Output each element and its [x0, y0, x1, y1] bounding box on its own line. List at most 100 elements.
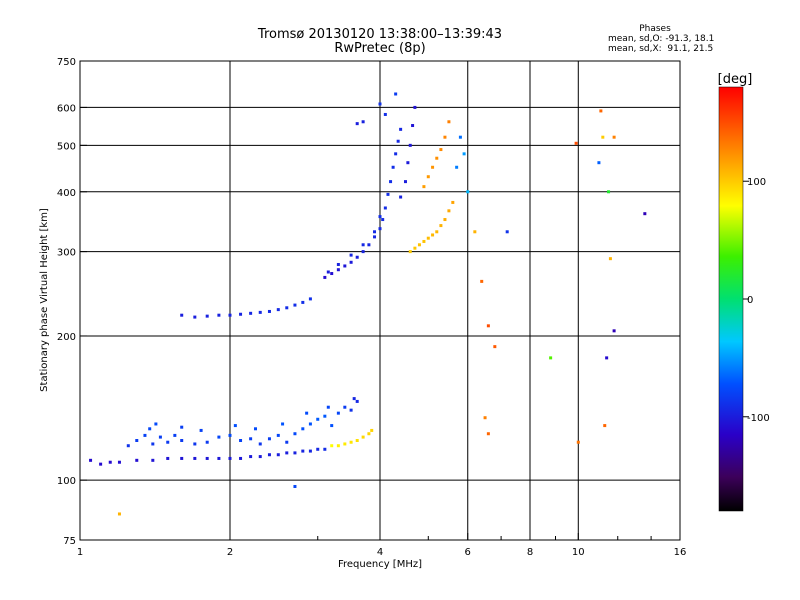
data-point: [378, 102, 382, 106]
data-point: [267, 309, 271, 313]
data-point: [422, 239, 426, 243]
data-point: [336, 411, 340, 415]
data-point: [426, 175, 430, 179]
data-point: [411, 124, 415, 128]
data-point: [330, 272, 334, 276]
data-point: [305, 411, 309, 415]
data-point: [173, 433, 177, 437]
data-point: [135, 458, 139, 462]
data-point: [378, 215, 382, 219]
data-point: [367, 432, 371, 436]
data-point: [505, 230, 509, 234]
data-point: [406, 161, 410, 165]
data-point: [143, 433, 147, 437]
y-tick-label: 400: [57, 188, 76, 199]
data-point: [281, 422, 285, 426]
colorbar-tick-label: 0: [747, 295, 753, 306]
data-point: [413, 246, 417, 250]
data-point: [361, 435, 365, 439]
data-point: [117, 512, 121, 516]
data-point: [373, 230, 377, 234]
data-point: [323, 414, 327, 418]
data-point: [612, 329, 616, 333]
data-point: [361, 243, 365, 247]
data-point: [293, 484, 297, 488]
y-tick-label: 750: [57, 57, 76, 68]
data-point: [349, 408, 353, 412]
data-point: [253, 427, 257, 431]
data-point: [323, 447, 327, 451]
data-point: [403, 180, 407, 184]
data-point: [285, 440, 289, 444]
y-tick-label: 75: [63, 536, 76, 547]
data-point: [483, 416, 487, 420]
colorbar: [719, 87, 743, 511]
data-point: [249, 437, 253, 441]
data-point: [166, 440, 170, 444]
data-point: [601, 135, 605, 139]
data-point: [396, 139, 400, 143]
data-point: [343, 405, 347, 409]
phase-stat-o: mean, sd,O: -91.3, 18.1: [608, 34, 715, 44]
data-point: [349, 253, 353, 257]
data-point: [89, 458, 93, 462]
data-point: [276, 453, 280, 457]
chart-title-line-1: Tromsø 20130120 13:38:00–13:39:43: [257, 27, 503, 42]
data-point: [193, 442, 197, 446]
data-point: [217, 435, 221, 439]
data-point: [549, 356, 553, 360]
data-point: [431, 233, 435, 237]
data-point: [381, 218, 385, 222]
data-point: [151, 442, 155, 446]
data-point: [574, 141, 578, 145]
data-point: [293, 432, 297, 436]
data-point: [386, 192, 390, 196]
data-point: [267, 453, 271, 457]
data-point: [233, 424, 237, 428]
y-tick-label: 200: [57, 332, 76, 343]
data-point: [205, 314, 209, 318]
data-point: [99, 462, 103, 466]
data-point: [413, 105, 417, 109]
data-point: [605, 356, 609, 360]
data-point: [343, 264, 347, 268]
data-point: [239, 439, 243, 443]
data-point: [367, 243, 371, 247]
data-point: [293, 303, 297, 307]
data-point: [399, 127, 403, 131]
data-point: [330, 424, 334, 428]
data-point: [486, 432, 490, 436]
data-point: [293, 451, 297, 455]
data-point: [355, 255, 359, 259]
x-tick-label: 16: [674, 547, 687, 558]
data-point: [486, 324, 490, 328]
data-point: [180, 313, 184, 317]
data-point: [417, 243, 421, 247]
data-point: [603, 424, 607, 428]
data-point: [316, 447, 320, 451]
data-point: [408, 250, 412, 254]
data-point: [349, 260, 353, 264]
data-point: [370, 428, 374, 432]
data-point: [330, 444, 334, 448]
data-point: [108, 460, 112, 464]
data-point: [612, 135, 616, 139]
chart-title-line-2: RwPretec (8p): [334, 41, 426, 56]
data-point: [323, 275, 327, 279]
data-point: [473, 230, 477, 234]
data-point: [361, 120, 365, 124]
data-point: [258, 442, 262, 446]
data-point: [426, 236, 430, 240]
data-point: [352, 397, 356, 401]
colorbar-tick-label: 100: [747, 177, 766, 188]
data-point: [447, 120, 451, 124]
data-point: [599, 109, 603, 113]
data-point: [239, 312, 243, 316]
data-point: [180, 425, 184, 429]
data-point: [249, 311, 253, 315]
data-point: [455, 165, 459, 169]
data-point: [267, 437, 271, 441]
data-point: [308, 297, 312, 301]
data-point: [422, 185, 426, 189]
data-point: [180, 456, 184, 460]
